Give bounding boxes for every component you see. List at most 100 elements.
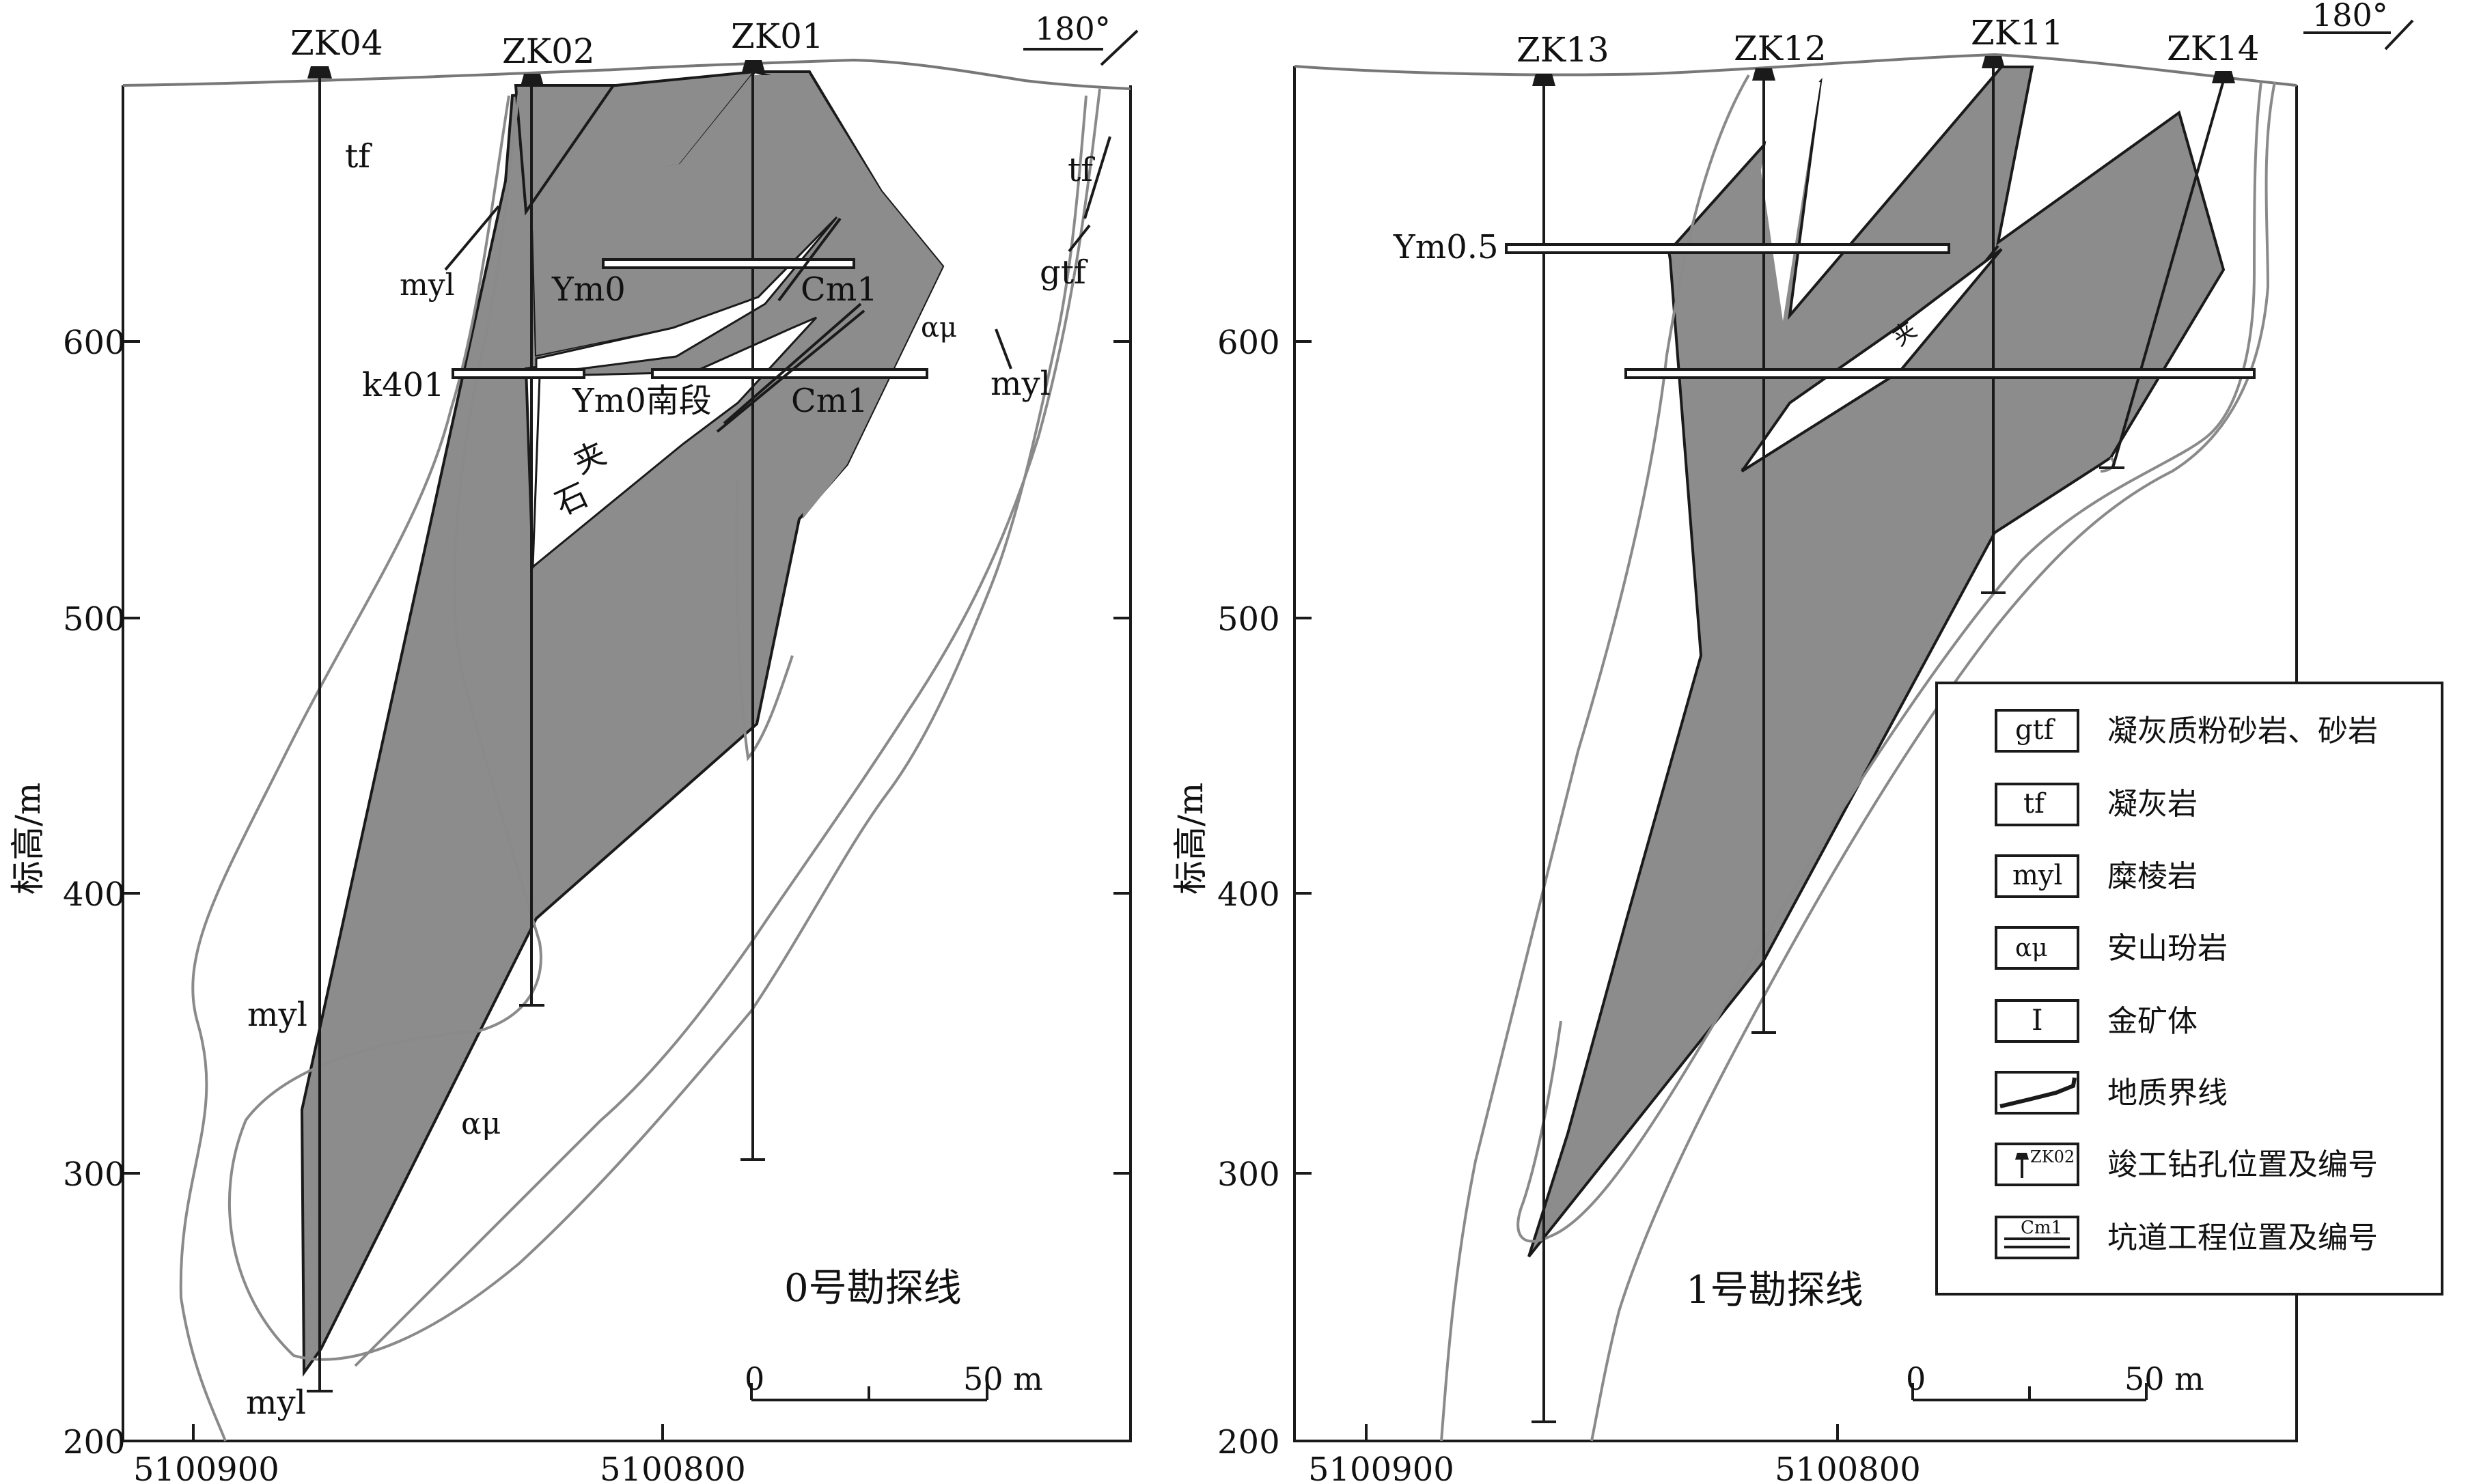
adit-lower [1624,368,2256,379]
panel-0-y-tick-300: 300 [63,1156,126,1194]
collar-zk14-icon [2212,71,2235,83]
panel-1-x-tick-1: 5100900 [1308,1451,1454,1484]
legend-boundary-line-icon [1999,1077,2077,1108]
panel-0-y-tick-600: 600 [63,324,126,362]
panel-0-ore-lobe-upper [514,84,616,216]
panel-0-scale-bar [750,1383,988,1401]
label-tf-right: tf [1068,151,1095,189]
panel-1-x-ticks [1365,1424,1839,1441]
label-myl-upper-left: myl [400,268,455,303]
legend-label-tf: 凝灰岩 [2107,787,2198,822]
panel-0-drillholes [307,68,765,1392]
label-cm1-lower: Cm1 [791,382,868,420]
legend-code-drillhole: ZK02 [2030,1147,2075,1166]
label-gtf: gtf [1040,253,1088,292]
panel-0-collars [307,60,765,86]
collar-zk04-icon [307,66,332,79]
legend: gtf tf myl αμ I ZK02 Cm1 凝灰质粉砂岩、砂岩 凝灰岩 糜… [1935,682,2443,1296]
legend-label-drillhole: 竣工钻孔位置及编号 [2107,1147,2378,1182]
label-ym05: Ym0.5 [1393,228,1499,266]
panel-0-leaders [444,136,1111,369]
panel-0-cm1-lines [716,217,865,433]
collar-zk02-icon [521,74,544,86]
adit-ym05 [1505,243,1950,254]
panel-0-x-tick-1: 5100900 [133,1451,279,1484]
legend-code-myl: myl [2012,860,2062,891]
legend-code-ore: I [2032,1003,2043,1037]
legend-swatch-alpha-mu [1995,926,2079,970]
legend-label-boundary: 地质界线 [2107,1076,2228,1110]
panel-1-y-tick-300: 300 [1217,1156,1280,1194]
panel-1-scale-zero: 0 [1906,1360,1926,1397]
panel-0-frame [122,85,1132,1442]
legend-code-gtf: gtf [2015,714,2056,746]
legend-swatch-boundary [1995,1071,2079,1115]
panel-1-y-tick-600: 600 [1217,324,1280,362]
legend-label-adit: 坑道工程位置及编号 [2107,1220,2378,1255]
panel-0-orientation-mark [1023,29,1139,66]
panel-0-y-ticks [123,340,1131,1442]
label-tf-left: tf [345,137,372,176]
borehole-label-zk04: ZK04 [290,23,383,63]
collar-zk13-icon [1532,74,1555,86]
panel-0-y-tick-400: 400 [63,876,126,914]
legend-swatch-drillhole [1995,1143,2079,1186]
panel-0-y-tick-500: 500 [63,600,126,639]
panel-line-0: 180° ZK04 ZK02 ZK01 tf tf gtf myl myl my… [8,10,1139,1484]
borehole-label-zk02: ZK02 [502,31,595,71]
label-ym0-south: Ym0南段 [572,382,712,420]
panel-1-waste-upper [1761,82,1820,321]
panel-1-topography [1294,53,2297,87]
borehole-label-zk01: ZK01 [731,16,824,56]
label-myl-middle: myl [247,996,307,1034]
panel-0-scale-fifty: 50 m [963,1360,1043,1397]
panel-0-scale-zero: 0 [745,1360,764,1397]
adit-k401 [452,368,585,379]
legend-code-alpha-mu: αμ [2015,934,2048,962]
panel-1-scale-fifty: 50 m [2124,1360,2204,1397]
panel-1-x-tick-2: 5100800 [1775,1451,1921,1484]
legend-swatch-gtf [1995,709,2079,753]
legend-frame [1935,682,2443,1296]
panel-1-y-ticks [1294,340,1312,1442]
borehole-label-zk14: ZK14 [2167,29,2260,68]
collar-zk12-icon [1752,68,1775,81]
legend-code-tf: tf [2023,788,2047,820]
label-k401: k401 [362,366,445,404]
panel-0-geologic-boundaries [179,88,1101,1442]
label-myl-bottom: myl [246,1384,306,1422]
panel-1-geologic-boundaries [1440,74,2276,1442]
panel-1-orientation-mark [2303,19,2414,51]
panel-0-title: 0号勘探线 [784,1266,962,1311]
panel-1-y-tick-500: 500 [1217,600,1280,639]
collar-zk01-icon [742,60,765,72]
adit-ym0 [602,258,855,269]
label-alpha-mu-lower: αμ [461,1106,501,1141]
legend-swatch-tf [1995,783,2079,826]
panel-1-drillholes [1532,65,2225,1423]
panel-0-y-tick-200: 200 [63,1423,126,1461]
legend-drillhole-icon [2015,1153,2029,1178]
legend-label-myl: 糜棱岩 [2107,859,2198,894]
panel-1-scale-bar [1911,1383,2148,1401]
label-alpha-mu-upper: αμ [921,312,957,344]
borehole-label-zk12: ZK12 [1734,29,1827,68]
panel-1-waste-wedge-2 [1741,248,2003,473]
panel-1-y-tick-200: 200 [1217,1423,1280,1461]
legend-adit-icon [2004,1237,2070,1248]
label-ym0: Ym0 [551,270,626,309]
panel-1-y-tick-400: 400 [1217,876,1280,914]
label-myl-right: myl [990,365,1051,403]
panel-0-adits [452,258,928,379]
panel-0-waste-lower [531,316,818,570]
panel-line-1: Ym0.5 夹 180° ZK13 ZK12 ZK11 ZK14 1号勘探线 0… [1171,0,2414,1484]
legend-label-alpha-mu: 安山玢岩 [2107,931,2228,966]
panel-1-orebody [1527,66,2226,1258]
legend-swatch-ore [1995,999,2079,1043]
panel-1-y-axis-title: 标高/m [1171,783,1210,895]
panel-1-title: 1号勘探线 [1686,1268,1864,1313]
legend-label-gtf: 凝灰质粉砂岩、砂岩 [2107,714,2378,748]
collar-zk11-icon [1982,56,2005,68]
panel-0-y-axis-title: 标高/m [8,783,48,895]
legend-swatches [1995,709,2079,1259]
